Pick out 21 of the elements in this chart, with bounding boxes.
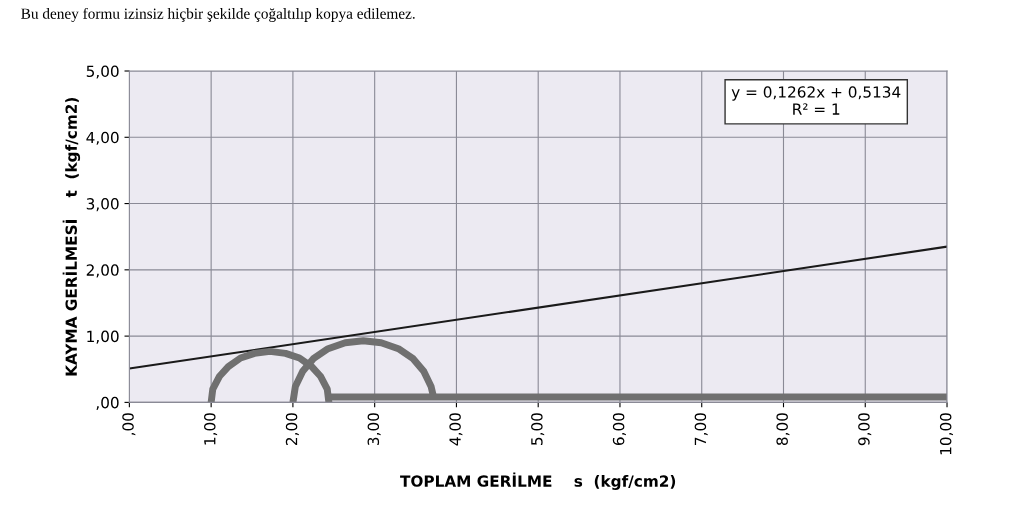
x-tick-label: 6,00 bbox=[612, 413, 626, 446]
x-tick-label: 7,00 bbox=[694, 413, 708, 445]
x-tick-label: 3,00 bbox=[367, 413, 381, 445]
x-tick-label: 2,00 bbox=[285, 413, 299, 446]
y-axis-title: KAYMA GERİLMESİ t (kgf/cm2) bbox=[62, 97, 81, 376]
y-tick-label: 1,00 bbox=[87, 330, 119, 344]
x-tick-label: 1,00 bbox=[204, 413, 218, 445]
x-tick-label: 9,00 bbox=[858, 413, 872, 446]
y-tick-label: 4,00 bbox=[86, 131, 119, 145]
annotation: y = 0,1262x + 0,5134 R² = 1 bbox=[731, 86, 901, 115]
y-tick-label: ,00 bbox=[96, 396, 119, 410]
x-tick-label: 8,00 bbox=[776, 413, 790, 446]
x-axis-title: TOPLAM GERİLME s (kgf/cm2) bbox=[400, 472, 676, 490]
x-tick-label: 4,00 bbox=[449, 413, 463, 446]
y-tick-label: 2,00 bbox=[86, 264, 119, 278]
x-tick-label: 5,00 bbox=[531, 413, 545, 445]
x-tick-label: ,00 bbox=[122, 413, 136, 436]
y-tick-label: 5,00 bbox=[86, 65, 119, 79]
x-tick-label: 10,00 bbox=[939, 413, 954, 455]
y-tick-label: 3,00 bbox=[86, 198, 119, 212]
text: Bu deney formu izinsiz hiçbir şekilde çoğaltılıp kopya edilemez. bbox=[21, 7, 415, 22]
